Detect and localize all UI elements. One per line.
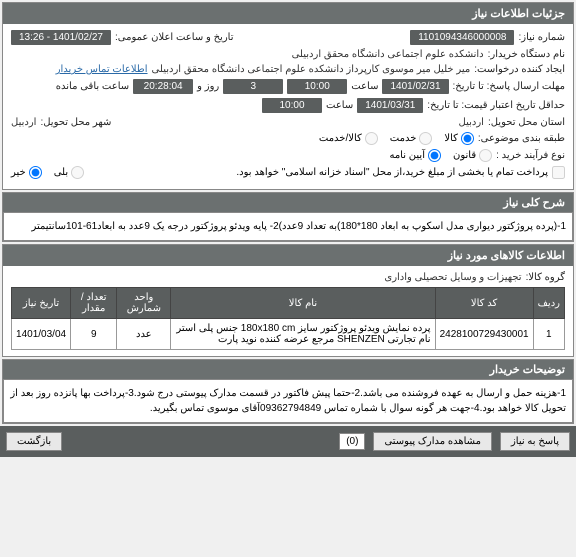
response-date: 1401/02/31 (382, 79, 448, 94)
group-both-input[interactable] (365, 132, 378, 145)
need-details-body: شماره نیاز: 1101094346000008 تاریخ و ساع… (3, 24, 573, 189)
goods-table: ردیف کد کالا نام کالا واحد شمارش تعداد /… (11, 287, 565, 350)
time-remaining: 20:28:04 (133, 79, 193, 94)
group-both-radio[interactable]: کالا/خدمت (319, 132, 378, 145)
min-valid-date: 1401/03/31 (357, 98, 423, 113)
attachment-count: (0) (339, 433, 365, 450)
group-service-input[interactable] (419, 132, 432, 145)
payment-checkbox-row: پرداخت تمام یا بخشی از مبلغ خرید،از محل … (236, 166, 565, 179)
payment-yes-radio[interactable]: بلی (54, 166, 84, 179)
process-rule2-input[interactable] (428, 149, 441, 162)
reply-button[interactable]: پاسخ به نیاز (500, 432, 570, 451)
goods-panel-body: گروه کالا: تجهیزات و وسایل تحصیلی واداری… (3, 266, 573, 356)
goods-group-value: تجهیزات و وسایل تحصیلی واداری (384, 272, 521, 283)
group-goods-label: کالا (444, 133, 458, 144)
back-button[interactable]: بازگشت (6, 432, 62, 451)
col-qty: تعداد / مقدار (71, 288, 117, 319)
min-valid-label: حداقل تاریخ اعتبار قیمت: تا تاریخ: (427, 100, 565, 111)
cell-unit: عدد (117, 319, 171, 350)
process-label: نوع فرآیند خرید : (496, 150, 565, 161)
request-creator-value: میر خلیل میر موسوی کارپرداز دانشکده علوم… (152, 64, 471, 75)
group-goods-input[interactable] (461, 132, 474, 145)
group-radio-group: کالا خدمت کالا/خدمت (319, 132, 474, 145)
goods-table-header: ردیف کد کالا نام کالا واحد شمارش تعداد /… (12, 288, 565, 319)
process-radio-group: قانون آیین نامه (389, 149, 492, 162)
cell-name: پرده نمایش ویدئو پروژکتور سایز 180x180 c… (171, 319, 435, 350)
table-row: 1 2428100729430001 پرده نمایش ویدئو پروژ… (12, 319, 565, 350)
delivery-province: اردبیل (459, 117, 484, 128)
delivery-province-label: استان محل تحویل: (488, 117, 565, 128)
request-creator-label: ایجاد کننده درخواست: (474, 64, 565, 75)
cell-qty: 9 (71, 319, 117, 350)
process-rule1-radio[interactable]: قانون (453, 149, 492, 162)
process-rule1-label: قانون (453, 150, 476, 161)
buyer-device-value: دانشکده علوم اجتماعی دانشگاه محقق اردبیل… (292, 49, 484, 60)
view-attachments-button[interactable]: مشاهده مدارک پیوستی (373, 432, 492, 451)
payment-no-input[interactable] (29, 166, 42, 179)
time-label-1: ساعت (351, 81, 378, 92)
need-desc-text: 1-(پرده پروژکتور دیواری مدل اسکوپ به ابع… (3, 212, 573, 241)
payment-checkbox[interactable] (552, 166, 565, 179)
response-time: 10:00 (287, 79, 347, 94)
need-desc-panel: شرح کلی نیاز 1-(پرده پروژکتور دیواری مدل… (2, 192, 574, 242)
goods-panel-title: اطلاعات کالاهای مورد نیاز (3, 245, 573, 266)
payment-note: پرداخت تمام یا بخشی از مبلغ خرید،از محل … (236, 167, 548, 178)
footer-bar: پاسخ به نیاز مشاهده مدارک پیوستی (0) باز… (0, 426, 576, 457)
cell-code: 2428100729430001 (435, 319, 533, 350)
col-row: ردیف (533, 288, 564, 319)
payment-yes-label: بلی (54, 167, 68, 178)
buyer-notes-title: توضیحات خریدار (3, 360, 573, 379)
payment-radio-group: بلی خیر (11, 166, 84, 179)
payment-yes-input[interactable] (71, 166, 84, 179)
time-label-2: ساعت (326, 100, 353, 111)
payment-no-label: خیر (11, 167, 26, 178)
response-deadline-label: مهلت ارسال پاسخ: تا تاریخ: (453, 81, 565, 92)
goods-panel: اطلاعات کالاهای مورد نیاز گروه کالا: تجه… (2, 244, 574, 357)
need-details-title: جزئیات اطلاعات نیاز (3, 3, 573, 24)
group-service-label: خدمت (390, 133, 417, 144)
payment-no-radio[interactable]: خیر (11, 166, 42, 179)
days-label: روز و (197, 81, 219, 92)
group-label: طبقه بندی موضوعی: (478, 133, 565, 144)
col-unit: واحد شمارش (117, 288, 171, 319)
need-desc-title: شرح کلی نیاز (3, 193, 573, 212)
process-rule2-label: آیین نامه (389, 150, 425, 161)
need-number-label: شماره نیاز: (518, 32, 565, 43)
min-valid-time: 10:00 (262, 98, 322, 113)
process-rule1-input[interactable] (479, 149, 492, 162)
col-code: کد کالا (435, 288, 533, 319)
cell-idx: 1 (533, 319, 564, 350)
need-details-panel: جزئیات اطلاعات نیاز شماره نیاز: 11010943… (2, 2, 574, 190)
remain-label: ساعت باقی مانده (56, 81, 129, 92)
public-date-label: تاریخ و ساعت اعلان عمومی: (115, 32, 234, 43)
buyer-device-label: نام دستگاه خریدار: (488, 49, 565, 60)
delivery-city: اردبیل (11, 117, 36, 128)
days-remaining: 3 (223, 79, 283, 94)
process-rule2-radio[interactable]: آیین نامه (389, 149, 441, 162)
cell-date: 1401/03/04 (12, 319, 71, 350)
buyer-notes-panel: توضیحات خریدار 1-هزینه حمل و ارسال به عه… (2, 359, 574, 424)
delivery-city-label: شهر محل تحویل: (40, 117, 111, 128)
group-service-radio[interactable]: خدمت (390, 132, 433, 145)
public-date-value: 1401/02/27 - 13:26 (11, 30, 111, 45)
goods-group-label: گروه کالا: (526, 272, 565, 283)
col-date: تاریخ نیاز (12, 288, 71, 319)
group-goods-radio[interactable]: کالا (444, 132, 474, 145)
col-name: نام کالا (171, 288, 435, 319)
buyer-notes-text: 1-هزینه حمل و ارسال به عهده فروشنده می ب… (3, 379, 573, 423)
group-both-label: کالا/خدمت (319, 133, 362, 144)
need-number-value: 1101094346000008 (410, 30, 514, 45)
buyer-contact-link[interactable]: اطلاعات تماس خریدار (56, 64, 148, 75)
